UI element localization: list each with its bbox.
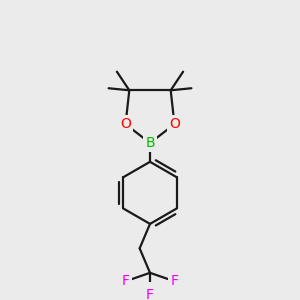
Text: O: O: [169, 117, 180, 131]
Text: F: F: [122, 274, 130, 288]
Text: F: F: [146, 288, 154, 300]
Text: O: O: [120, 117, 131, 131]
Text: B: B: [145, 136, 155, 150]
Text: F: F: [170, 274, 178, 288]
